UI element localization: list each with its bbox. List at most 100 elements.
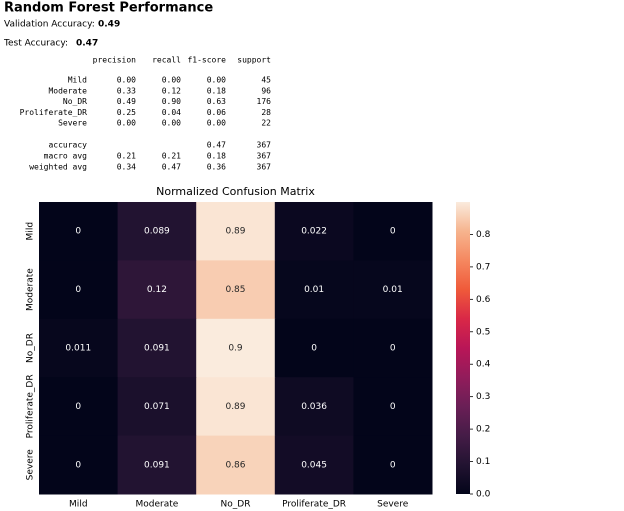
cell-label: 0.01 [304, 285, 324, 295]
report-cell: 0.33 [117, 86, 136, 95]
cell-label: 0.011 [65, 344, 91, 354]
report-header: support [237, 56, 271, 65]
report-cell: Mild [68, 76, 87, 85]
report-cell: 0.12 [162, 86, 181, 95]
heatmap-cell [117, 435, 197, 495]
cell-label: 0.89 [225, 402, 245, 412]
heatmap-cell [353, 435, 433, 495]
report-cell: 0.47 [207, 141, 226, 150]
metric-label: Test Accuracy: [3, 39, 68, 49]
report-cell: 0.00 [117, 76, 136, 85]
heatmap-cell [353, 202, 433, 261]
cell-label: 0.01 [383, 285, 403, 295]
report-cell: 0.36 [207, 163, 226, 172]
cell-label: 0.85 [225, 285, 245, 295]
colorbar-tick-label: 0.3 [476, 392, 490, 402]
report-cell: 0.18 [207, 86, 226, 95]
heatmap-cell [39, 202, 119, 261]
metric-value: 0.47 [76, 39, 98, 49]
cell-label: 0.045 [301, 460, 327, 470]
cell-label: 0.036 [301, 402, 327, 412]
heatmap-cell [39, 318, 119, 378]
y-tick-label: Mild [26, 222, 36, 240]
heatmap-cell [274, 260, 354, 320]
report-cell: 0.25 [117, 108, 136, 117]
report-cell: No_DR [63, 97, 87, 106]
x-tick-label: Proliferate_DR [282, 500, 346, 510]
report-cell: 28 [261, 108, 271, 117]
heatmap-cell [117, 260, 197, 320]
report-cell: 0.00 [207, 119, 226, 128]
cell-label: 0 [390, 344, 396, 354]
report-cell: 367 [257, 141, 272, 150]
report-cell: 0.49 [117, 97, 136, 106]
cell-label: 0 [75, 227, 81, 237]
report-header: precision [93, 56, 137, 65]
report-cell: 0.04 [162, 108, 181, 117]
report-cell: 367 [257, 152, 272, 161]
heatmap-cell [196, 318, 276, 378]
colorbar-tick-label: 0.5 [476, 327, 490, 337]
cell-label: 0.091 [144, 460, 170, 470]
heatmap-cell [196, 260, 276, 320]
metric-value: 0.49 [98, 20, 120, 30]
report-cell: macro avg [44, 152, 88, 161]
heatmap-cell [353, 377, 433, 437]
y-tick-label: Severe [26, 449, 36, 481]
report-cell: 0.06 [207, 108, 226, 117]
cell-label: 0 [75, 402, 81, 412]
report-cell: 0.63 [207, 97, 226, 106]
cell-label: 0.022 [301, 227, 327, 237]
x-tick-label: No_DR [221, 500, 251, 510]
report-cell: 0.00 [162, 76, 181, 85]
report-header: f1-score [187, 56, 226, 65]
report-cell: 0.00 [162, 119, 181, 128]
heatmap-cell [39, 435, 119, 495]
cell-label: 0 [390, 460, 396, 470]
cell-label: 0.89 [225, 227, 245, 237]
colorbar-tick-label: 0.7 [476, 262, 490, 272]
cell-label: 0 [390, 227, 396, 237]
report-cell: Severe [58, 119, 87, 128]
report-cell: 96 [261, 86, 271, 95]
report-cell: 0.21 [162, 152, 181, 161]
report-cell: accuracy [48, 141, 87, 150]
y-tick-label: Moderate [26, 268, 36, 311]
report-header: recall [152, 56, 181, 65]
heatmap-cell [117, 377, 197, 437]
cell-label: 0.9 [228, 344, 243, 354]
heatmap-cell [353, 318, 433, 378]
cell-label: 0 [75, 460, 81, 470]
report-cell: 0.18 [207, 152, 226, 161]
report-cell: 367 [257, 163, 272, 172]
report-cell: 22 [261, 119, 271, 128]
y-tick-label: No_DR [26, 333, 36, 363]
report-cell: 0.90 [162, 97, 181, 106]
cell-label: 0 [311, 344, 317, 354]
x-tick-label: Moderate [135, 500, 178, 510]
colorbar-tick-label: 0.4 [476, 360, 491, 370]
heatmap-cell [274, 202, 354, 261]
report-cell: 0.47 [162, 163, 181, 172]
x-tick-label: Mild [69, 500, 87, 510]
heatmap-cell [39, 377, 119, 437]
colorbar [456, 202, 470, 494]
cell-label: 0 [75, 285, 81, 295]
heatmap-cell [274, 377, 354, 437]
heatmap-cell [353, 260, 433, 320]
report-cell: 0.00 [117, 119, 136, 128]
cell-label: 0.089 [144, 227, 170, 237]
report-cell: 0.00 [207, 76, 226, 85]
cell-label: 0.12 [147, 285, 167, 295]
heatmap-cell [117, 318, 197, 378]
chart-title: Normalized Confusion Matrix [156, 185, 315, 198]
heatmap-cell [196, 435, 276, 495]
heatmap-cell [274, 435, 354, 495]
x-tick-label: Severe [377, 500, 409, 510]
report-cell: Proliferate_DR [20, 108, 88, 117]
y-tick-label: Proliferate_DR [26, 374, 36, 438]
report-cell: 176 [257, 97, 272, 106]
cell-label: 0.86 [225, 460, 245, 470]
cell-label: 0.091 [144, 344, 170, 354]
